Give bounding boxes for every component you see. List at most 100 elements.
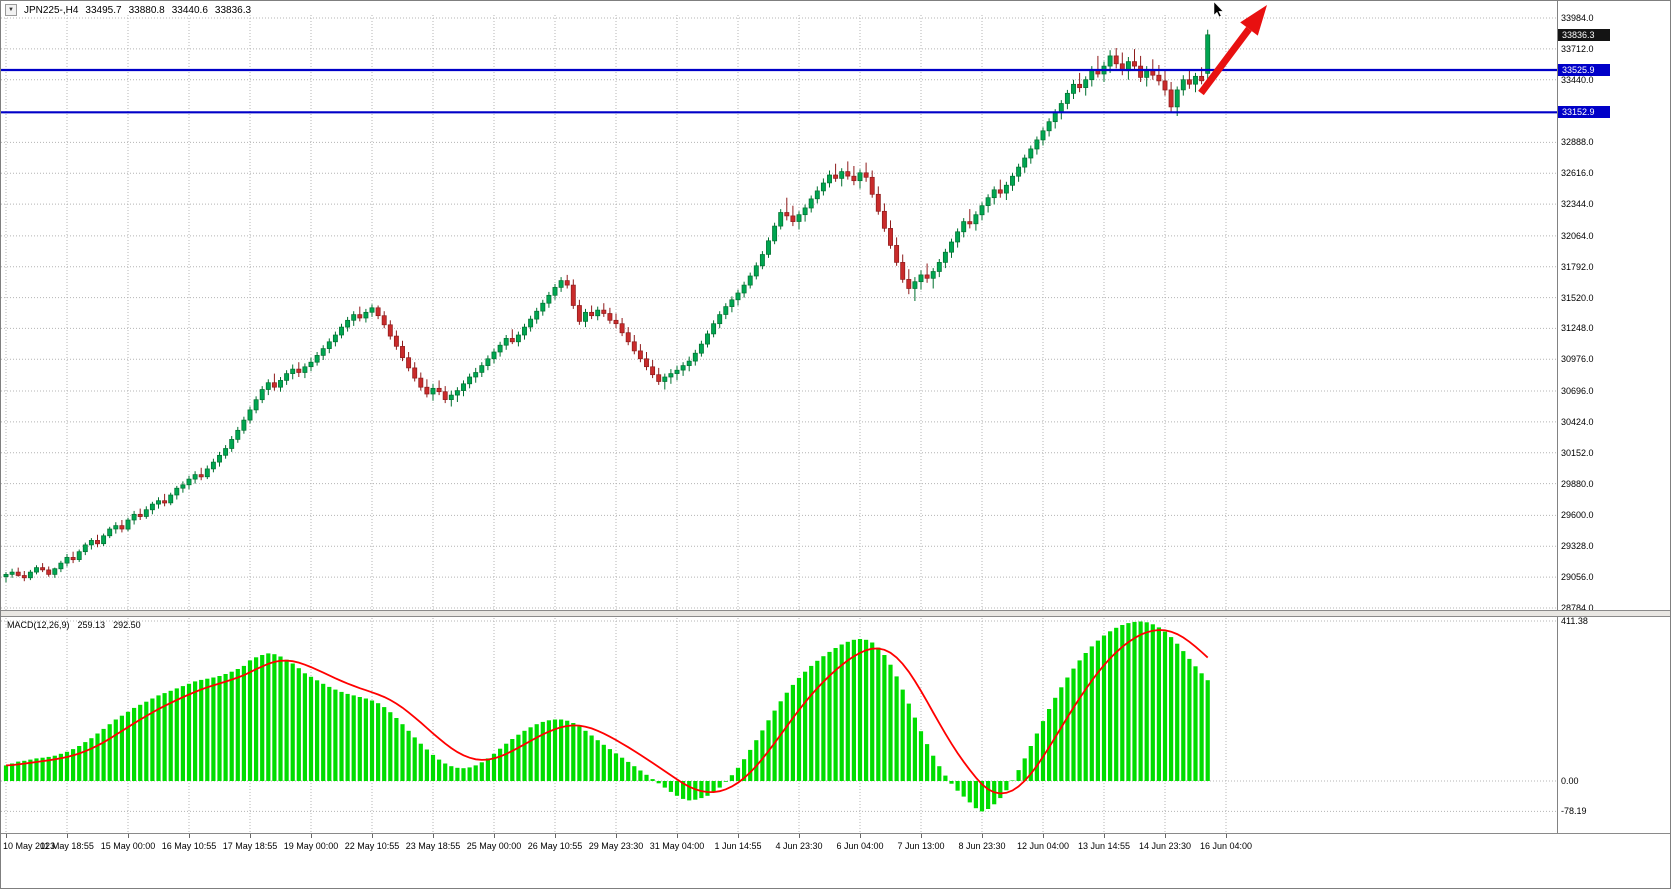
candle-body <box>192 474 198 480</box>
macd-histogram-bar <box>132 707 137 781</box>
candle-body <box>607 313 613 321</box>
macd-histogram-bar <box>1047 709 1052 781</box>
macd-histogram-bar <box>1187 658 1192 781</box>
macd-histogram-bar <box>918 731 924 781</box>
candle-body <box>686 360 692 366</box>
price-axis-label: 30152.0 <box>1561 447 1594 458</box>
macd-histogram-bar <box>52 755 57 781</box>
symbol-dropdown-icon[interactable]: ▼ <box>5 4 17 16</box>
candle-body <box>564 280 570 286</box>
macd-histogram-bar <box>833 648 838 781</box>
trend-arrow-head[interactable] <box>1240 5 1267 36</box>
candle-body <box>454 390 460 396</box>
candle-body <box>247 409 253 421</box>
macd-histogram-bar <box>626 761 631 781</box>
candle-body <box>625 332 631 343</box>
macd-histogram-bar <box>681 781 686 799</box>
trend-arrow-shaft[interactable] <box>1198 26 1252 96</box>
macd-histogram-bar <box>412 737 417 781</box>
panel-splitter[interactable] <box>1 610 1670 617</box>
price-axis[interactable]: 33525.9 33152.9 33836.3 411.38 0.00 -78.… <box>1557 1 1670 888</box>
candle-body <box>345 319 351 328</box>
macd-histogram-bar <box>1175 643 1180 781</box>
candle-body <box>302 366 308 373</box>
candle-body <box>1162 80 1168 91</box>
candle-body <box>9 571 15 575</box>
macd-histogram-bar <box>613 753 619 781</box>
candle-body <box>759 254 765 267</box>
candle-body <box>753 265 759 277</box>
macd-histogram-bar <box>327 686 332 781</box>
candle-body <box>942 251 948 263</box>
candle-body <box>802 207 808 216</box>
macd-histogram-bar <box>662 781 667 788</box>
candle-body <box>881 210 887 229</box>
macd-histogram-bar <box>937 766 942 781</box>
time-axis-label: 25 May 00:00 <box>466 841 522 851</box>
candle-body <box>497 344 503 353</box>
macd-histogram-bar <box>571 723 576 781</box>
candle-body <box>705 333 710 345</box>
time-axis-label: 13 Jun 14:55 <box>1077 841 1131 851</box>
macd-histogram-bar <box>851 639 856 781</box>
macd-histogram-bar <box>845 641 850 781</box>
macd-histogram-bar <box>967 781 972 803</box>
time-axis-label: 10 May 2023 <box>3 841 56 851</box>
candle-body <box>583 311 588 322</box>
chart-plot-area[interactable] <box>1 1 1557 833</box>
macd-histogram-bar <box>870 642 875 781</box>
macd-axis-zero-label: 0.00 <box>1561 776 1579 786</box>
candle-body <box>375 307 381 317</box>
time-axis-tick <box>189 834 190 838</box>
symbol-timeframe-label: JPN225-,H4 <box>23 4 79 16</box>
macd-indicator-header: MACD(12,26,9) 259.13 292.50 <box>7 620 141 630</box>
chart-header: ▼ JPN225-,H4 33495.7 33880.8 33440.6 338… <box>5 4 251 16</box>
time-axis-label: 11 May 18:55 <box>40 841 94 851</box>
macd-histogram-bar <box>857 639 863 781</box>
price-axis-label: 30424.0 <box>1561 416 1594 427</box>
time-axis-label: 31 May 04:00 <box>649 841 705 851</box>
macd-histogram-bar <box>28 759 33 781</box>
macd-histogram-bar <box>430 754 436 781</box>
macd-histogram-bar <box>778 701 783 781</box>
macd-histogram-bar <box>925 744 930 781</box>
candle-body <box>387 324 393 337</box>
macd-histogram-bar <box>784 692 789 781</box>
candle-body <box>1132 61 1137 67</box>
macd-histogram-bar <box>498 748 503 781</box>
ohlc-open-value: 33495.7 <box>85 4 122 16</box>
candle-body <box>991 189 997 199</box>
time-axis-tick <box>1226 834 1227 838</box>
macd-histogram-bar <box>83 742 88 781</box>
macd-histogram-bar <box>180 686 185 781</box>
time-axis-tick <box>494 834 495 838</box>
macd-histogram-bar <box>321 683 326 781</box>
candle-body <box>906 279 912 289</box>
candle-body <box>241 419 247 431</box>
macd-histogram-bar <box>1114 627 1119 781</box>
macd-histogram-bar <box>552 719 558 781</box>
candle-body <box>70 557 76 561</box>
candle-body <box>125 519 131 530</box>
candle-body <box>680 365 686 371</box>
time-axis[interactable]: 10 May 2023 11 May 18:55 15 May 00:00 16 Ma… <box>1 833 1670 888</box>
time-axis-label: 4 Jun 23:30 <box>775 841 823 851</box>
candle-body <box>857 172 863 182</box>
macd-histogram-bar <box>1022 758 1027 781</box>
macd-histogram-bar <box>107 724 112 781</box>
macd-histogram-bar <box>138 704 143 781</box>
candle-body <box>381 315 387 326</box>
ohlc-low-value: 33440.6 <box>171 4 208 16</box>
macd-histogram-bar <box>650 779 655 781</box>
candle-body <box>1168 89 1174 108</box>
time-axis-tick <box>860 834 861 838</box>
candle-body <box>1077 83 1083 89</box>
macd-histogram-bar <box>943 775 948 781</box>
candle-body <box>485 358 491 366</box>
macd-histogram-bar <box>894 676 899 781</box>
macd-histogram-bar <box>729 775 734 781</box>
candle-body <box>137 513 143 517</box>
candle-body <box>863 172 869 178</box>
macd-histogram-bar <box>491 753 497 781</box>
candle-body <box>875 193 881 212</box>
